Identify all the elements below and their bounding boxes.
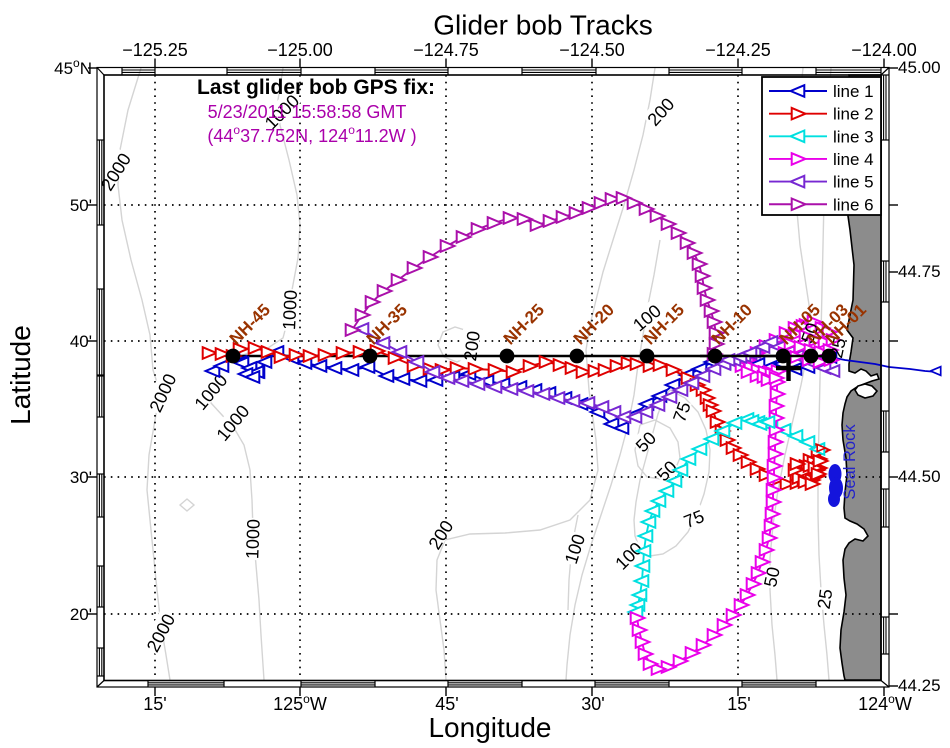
svg-text:25: 25 [814, 588, 837, 611]
svg-text:50': 50' [70, 196, 92, 215]
svg-text:44.75: 44.75 [898, 262, 941, 281]
svg-text:−124.00: −124.00 [851, 40, 917, 60]
svg-text:40': 40' [70, 332, 92, 351]
svg-text:200: 200 [460, 330, 484, 363]
svg-text:45oN: 45oN [54, 56, 92, 78]
svg-text:15': 15' [727, 694, 750, 714]
svg-text:5/23/2011 15:58:58 GMT: 5/23/2011 15:58:58 GMT [208, 102, 407, 122]
svg-text:30': 30' [581, 694, 604, 714]
svg-text:45.00: 45.00 [898, 58, 941, 77]
svg-text:30': 30' [70, 468, 92, 487]
svg-text:1000: 1000 [242, 519, 263, 560]
svg-text:44.50: 44.50 [898, 467, 941, 486]
svg-text:line 2: line 2 [833, 105, 874, 124]
svg-text:(44o37.752N, 124o11.2W ): (44o37.752N, 124o11.2W ) [207, 123, 416, 146]
svg-text:line 6: line 6 [833, 195, 874, 214]
svg-text:Glider bob Tracks: Glider bob Tracks [433, 10, 652, 41]
svg-text:Longitude: Longitude [428, 712, 551, 743]
svg-text:−124.75: −124.75 [413, 40, 479, 60]
svg-text:125oW: 125oW [273, 692, 327, 714]
svg-text:45': 45' [435, 694, 458, 714]
svg-text:124oW: 124oW [858, 692, 912, 714]
svg-text:line 1: line 1 [833, 82, 874, 101]
svg-text:Latitude: Latitude [5, 325, 36, 425]
svg-text:25: 25 [826, 336, 850, 360]
svg-text:20': 20' [70, 605, 92, 624]
svg-text:line 3: line 3 [833, 127, 874, 146]
svg-text:line 4: line 4 [833, 150, 874, 169]
svg-text:15': 15' [143, 694, 166, 714]
svg-text:line 5: line 5 [833, 173, 874, 192]
svg-text:−125.25: −125.25 [122, 40, 188, 60]
svg-text:1000: 1000 [279, 289, 301, 330]
svg-text:Seal Rock: Seal Rock [841, 424, 859, 500]
svg-text:50: 50 [760, 565, 784, 589]
svg-text:Last glider bob GPS fix:: Last glider bob GPS fix: [197, 76, 435, 99]
svg-text:−124.50: −124.50 [559, 40, 625, 60]
svg-text:44.25: 44.25 [898, 676, 941, 695]
svg-text:−125.00: −125.00 [267, 40, 333, 60]
svg-text:−124.25: −124.25 [705, 40, 771, 60]
